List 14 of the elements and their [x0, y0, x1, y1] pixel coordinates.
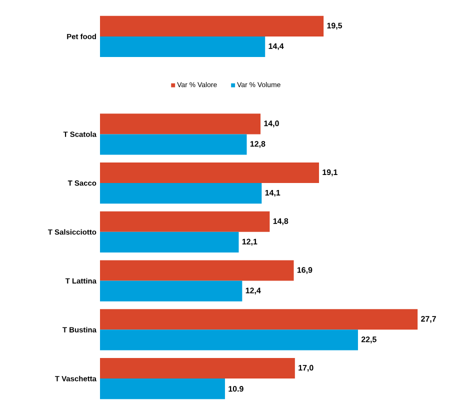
bar: [100, 134, 247, 155]
bar: [100, 16, 324, 36]
bar: [100, 280, 242, 302]
bar: [100, 114, 261, 134]
bar: [100, 260, 294, 281]
bar: [100, 378, 225, 400]
bar: [100, 309, 418, 330]
bar: [100, 232, 239, 252]
bar: [100, 162, 319, 184]
bar: [100, 330, 358, 350]
bar: [100, 36, 266, 57]
bar: [100, 211, 270, 232]
bar: [100, 358, 295, 379]
bar: [100, 183, 262, 204]
